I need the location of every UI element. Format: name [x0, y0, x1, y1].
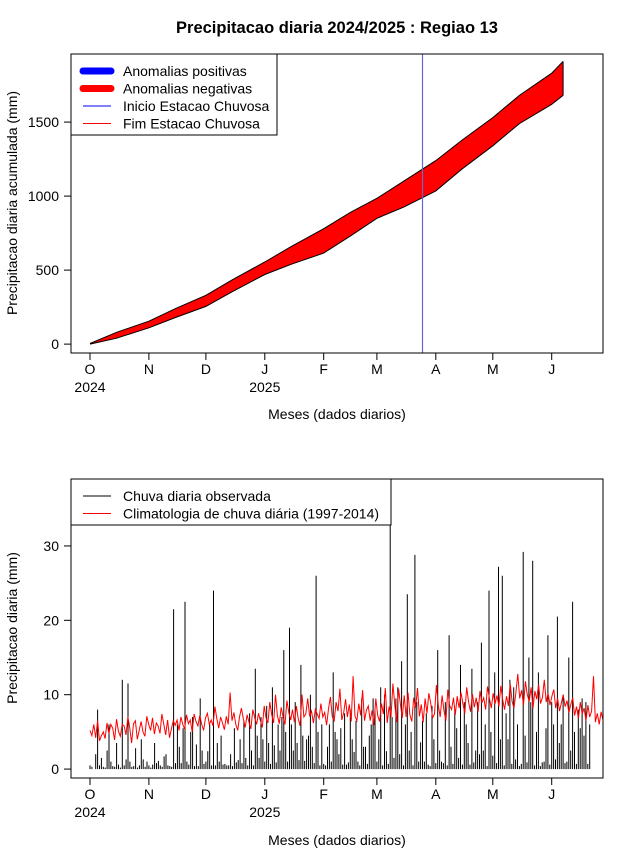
series-line: [89, 61, 564, 344]
x-tick-label: D: [201, 786, 211, 802]
x-tick-label: M: [371, 786, 383, 802]
y-tick-label: 1000: [28, 188, 59, 204]
legend-label: Fim Estacao Chuvosa: [123, 116, 260, 132]
y-tick-label: 0: [51, 336, 59, 352]
x-axis-label: Meses (dados diarios): [268, 832, 406, 848]
x-tick-label: J: [548, 786, 555, 802]
daily-precipitation-panel: O N D J F M A M J 2024 2025 0 10 20 30 Meses (dados dia…: [4, 478, 604, 848]
x-tick-label: A: [431, 361, 441, 377]
x-tick-label: M: [487, 786, 499, 802]
x-tick-label: M: [371, 361, 383, 377]
y-tick-label: 10: [43, 687, 59, 703]
year-label: 2025: [249, 379, 280, 395]
x-tick-label: N: [144, 786, 154, 802]
climatology-line: [89, 673, 604, 744]
x-tick-label: J: [261, 361, 268, 377]
plot-frame: [70, 53, 604, 354]
x-axis-label: Meses (dados diarios): [268, 406, 406, 422]
y-tick-label: 20: [43, 612, 59, 628]
x-tick-label: A: [431, 786, 441, 802]
legend-box: [70, 53, 278, 136]
y-tick-label: 0: [51, 761, 59, 777]
series-line: [89, 95, 564, 345]
x-tick-label: O: [85, 361, 96, 377]
legend-label: Chuva diaria observada: [123, 488, 271, 504]
y-tick-label: 1500: [28, 114, 59, 130]
x-tick-label: M: [487, 361, 499, 377]
year-label: 2024: [74, 804, 105, 820]
x-tick-label: J: [548, 361, 555, 377]
cumulative-precipitation-panel: O N D J F M A M J 2024 2025 0 500 1000 1500 Meses (dado…: [4, 53, 604, 422]
y-tick-label: 30: [43, 538, 59, 554]
year-label: 2024: [74, 379, 105, 395]
observed-bars: [89, 523, 591, 770]
legend-label: Inicio Estacao Chuvosa: [123, 98, 270, 114]
legend-label: Anomalias positivas: [123, 63, 247, 79]
legend-label: Climatologia de chuva diária (1997-2014): [123, 506, 379, 522]
x-tick-label: D: [201, 361, 211, 377]
y-tick-label: 500: [36, 262, 60, 278]
x-tick-label: F: [319, 786, 328, 802]
legend-label: Anomalias negativas: [123, 81, 252, 97]
chart-title: Precipitacao diaria 2024/2025 : Regiao 1…: [176, 19, 498, 37]
year-label: 2025: [249, 804, 280, 820]
legend-box: [70, 478, 392, 526]
x-tick-label: F: [319, 361, 328, 377]
x-tick-label: J: [261, 786, 268, 802]
x-tick-label: O: [85, 786, 96, 802]
y-axis-label: Precipitacao diaria acumulada (mm): [4, 91, 20, 315]
y-axis-label: Precipitacao diaria (mm): [4, 552, 20, 704]
x-tick-label: N: [144, 361, 154, 377]
